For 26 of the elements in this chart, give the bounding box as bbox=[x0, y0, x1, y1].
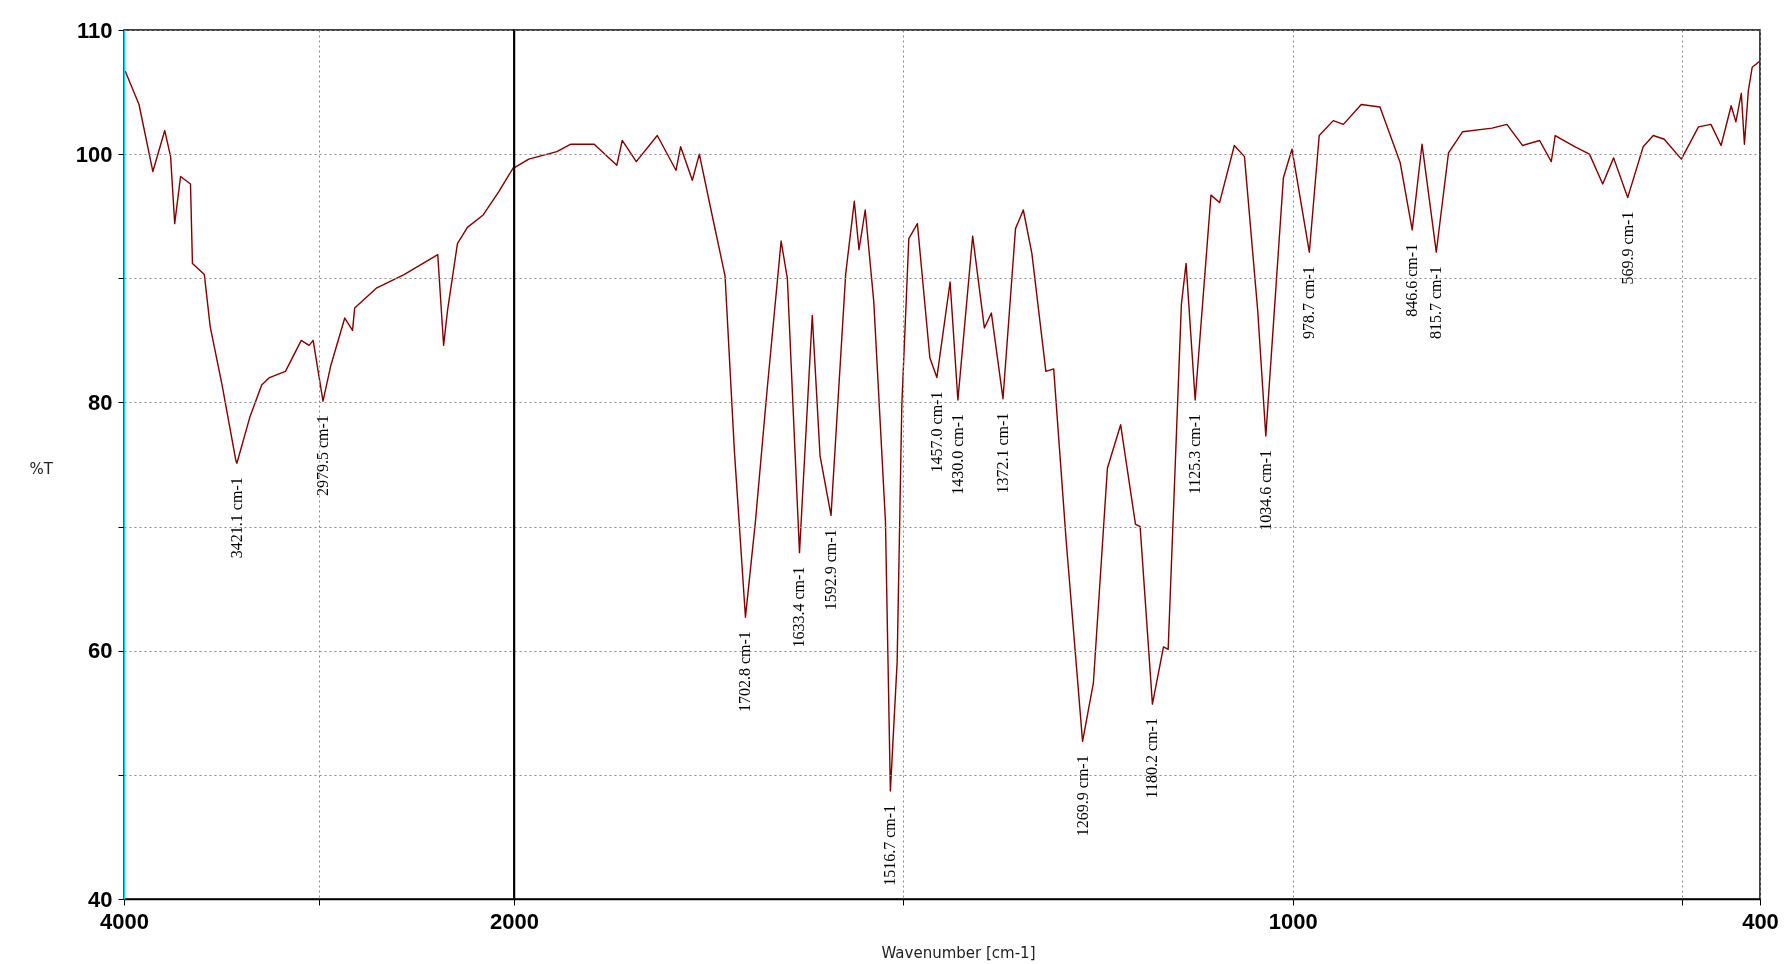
annotation: 569.9 cm-1 bbox=[1618, 211, 1636, 285]
annotation: 1372.1 cm-1 bbox=[993, 412, 1011, 494]
x-tick-label: 400 bbox=[1742, 908, 1779, 934]
annotation: 1516.7 cm-1 bbox=[881, 805, 899, 886]
annotation: 1269.9 cm-1 bbox=[1073, 755, 1091, 837]
annotation: 1702.8 cm-1 bbox=[736, 631, 754, 713]
y-tick-label: 80 bbox=[88, 389, 113, 415]
annotation: 2979.5 cm-1 bbox=[314, 415, 331, 497]
annotation: 1180.2 cm-1 bbox=[1143, 718, 1161, 799]
annotation: 1034.6 cm-1 bbox=[1256, 449, 1274, 531]
annotation: 1457.0 cm-1 bbox=[927, 391, 945, 473]
annotation: 1125.3 cm-1 bbox=[1186, 413, 1204, 495]
annotation: 1633.4 cm-1 bbox=[790, 566, 808, 648]
y-axis-title: %T bbox=[29, 459, 54, 478]
y-tick-label: 100 bbox=[75, 141, 113, 167]
x-tick-label: 1000 bbox=[1268, 908, 1318, 934]
x-axis-title: Wavenumber [cm-1] bbox=[881, 943, 1036, 962]
y-tick-label: 110 bbox=[77, 17, 113, 43]
annotation: 1592.9 cm-1 bbox=[822, 529, 840, 611]
annotation: 815.7 cm-1 bbox=[1427, 266, 1445, 340]
annotation: 1430.0 cm-1 bbox=[948, 413, 966, 495]
annotation: 978.7 cm-1 bbox=[1300, 266, 1318, 340]
x-tick-label: 2000 bbox=[490, 908, 539, 934]
y-tick-label: 60 bbox=[88, 638, 113, 664]
annotation: 3421.1 cm-1 bbox=[227, 477, 245, 559]
annotation: 846.6 cm-1 bbox=[1403, 243, 1421, 317]
